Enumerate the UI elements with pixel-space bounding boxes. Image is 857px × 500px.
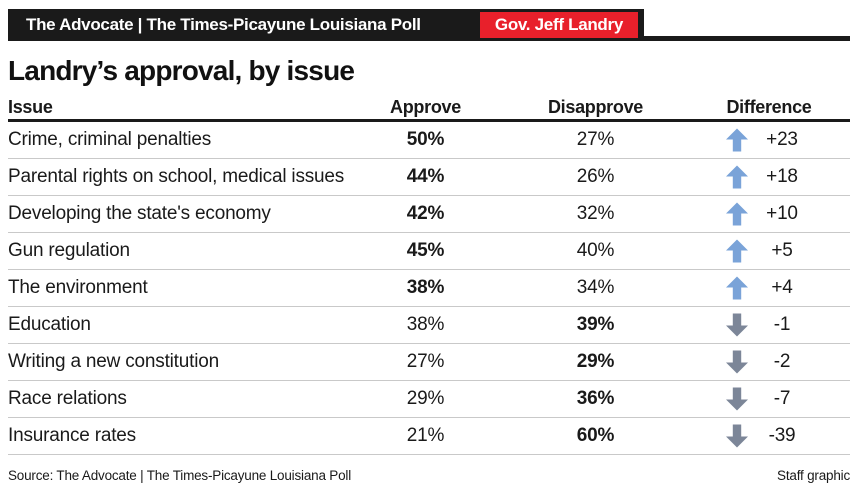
masthead: The Advocate | The Times-Picayune Louisi… (0, 0, 857, 48)
table-body: Crime, criminal penalties 50% 27% +23 Parent… (8, 122, 850, 455)
issue-cell: Race relations (8, 388, 127, 409)
table-row: Parental rights on school, medical issue… (8, 159, 850, 196)
disapprove-cell: 36% (576, 388, 615, 409)
difference-value: +4 (771, 277, 793, 298)
table-row: Education 38% 39% -1 (8, 307, 850, 344)
table-row: Crime, criminal penalties 50% 27% +23 (8, 122, 850, 159)
header-issue: Issue (8, 96, 53, 117)
approve-cell: 21% (406, 425, 445, 446)
masthead-underline (644, 36, 850, 41)
issue-cell: Gun regulation (8, 240, 130, 261)
difference-value: +10 (766, 203, 798, 224)
down-arrow-icon (724, 349, 750, 375)
issue-cell: Developing the state's economy (8, 203, 271, 224)
header-disapprove: Disapprove (547, 96, 644, 117)
footer: Source: The Advocate | The Times-Picayun… (8, 468, 850, 483)
source-credit: Source: The Advocate | The Times-Picayun… (8, 468, 352, 483)
disapprove-cell: 27% (576, 129, 615, 150)
table-row: Race relations 29% 36% -7 (8, 381, 850, 418)
difference-cell: +18 (688, 164, 850, 190)
approve-cell: 27% (406, 351, 445, 372)
table-header-row: Issue Approve Disapprove Difference (8, 95, 850, 122)
table-row: Insurance rates 21% 60% -39 (8, 418, 850, 455)
approve-cell: 50% (406, 129, 445, 150)
difference-value: +18 (766, 166, 798, 187)
issue-cell: Education (8, 314, 91, 335)
down-arrow-icon (724, 386, 750, 412)
issue-cell: Parental rights on school, medical issue… (8, 166, 345, 187)
up-arrow-icon (724, 127, 750, 153)
issue-cell: Writing a new constitution (8, 351, 219, 372)
difference-cell: +5 (688, 238, 850, 264)
up-arrow-icon (724, 164, 750, 190)
page-title: Landry’s approval, by issue (8, 55, 355, 86)
header-difference: Difference (726, 96, 812, 117)
difference-value: -39 (768, 425, 796, 446)
approve-cell: 38% (406, 277, 445, 298)
issue-cell: The environment (8, 277, 148, 298)
up-arrow-icon (724, 201, 750, 227)
up-arrow-icon (724, 238, 750, 264)
difference-value: +5 (771, 240, 793, 261)
difference-value: -1 (773, 314, 791, 335)
approve-cell: 29% (406, 388, 445, 409)
approve-cell: 38% (406, 314, 445, 335)
disapprove-cell: 60% (576, 425, 615, 446)
issue-cell: Crime, criminal penalties (8, 129, 212, 150)
up-arrow-icon (724, 275, 750, 301)
difference-cell: -39 (688, 423, 850, 449)
disapprove-cell: 29% (576, 351, 615, 372)
approve-cell: 44% (406, 166, 445, 187)
staff-credit: Staff graphic (777, 468, 850, 483)
table-row: The environment 38% 34% +4 (8, 270, 850, 307)
approve-cell: 45% (406, 240, 445, 261)
difference-value: +23 (766, 129, 798, 150)
difference-cell: -2 (688, 349, 850, 375)
down-arrow-icon (724, 312, 750, 338)
approval-table: Issue Approve Disapprove Difference Crim… (8, 95, 850, 455)
difference-value: -7 (773, 388, 791, 409)
table-row: Writing a new constitution 27% 29% -2 (8, 344, 850, 381)
difference-cell: +10 (688, 201, 850, 227)
disapprove-cell: 40% (576, 240, 615, 261)
masthead-title: The Advocate | The Times-Picayune Louisi… (26, 15, 421, 34)
difference-cell: -1 (688, 312, 850, 338)
issue-cell: Insurance rates (8, 425, 136, 446)
table-row: Developing the state's economy 42% 32% +10 (8, 196, 850, 233)
down-arrow-icon (724, 423, 750, 449)
approve-cell: 42% (406, 203, 445, 224)
masthead-badge: Gov. Jeff Landry (476, 9, 641, 41)
disapprove-cell: 34% (576, 277, 615, 298)
difference-value: -2 (773, 351, 791, 372)
masthead-bar: The Advocate | The Times-Picayune Louisi… (8, 9, 644, 41)
difference-cell: +23 (688, 127, 850, 153)
disapprove-cell: 39% (576, 314, 615, 335)
disapprove-cell: 26% (576, 166, 615, 187)
table-row: Gun regulation 45% 40% +5 (8, 233, 850, 270)
difference-cell: -7 (688, 386, 850, 412)
header-approve: Approve (390, 96, 461, 117)
difference-cell: +4 (688, 275, 850, 301)
disapprove-cell: 32% (576, 203, 615, 224)
